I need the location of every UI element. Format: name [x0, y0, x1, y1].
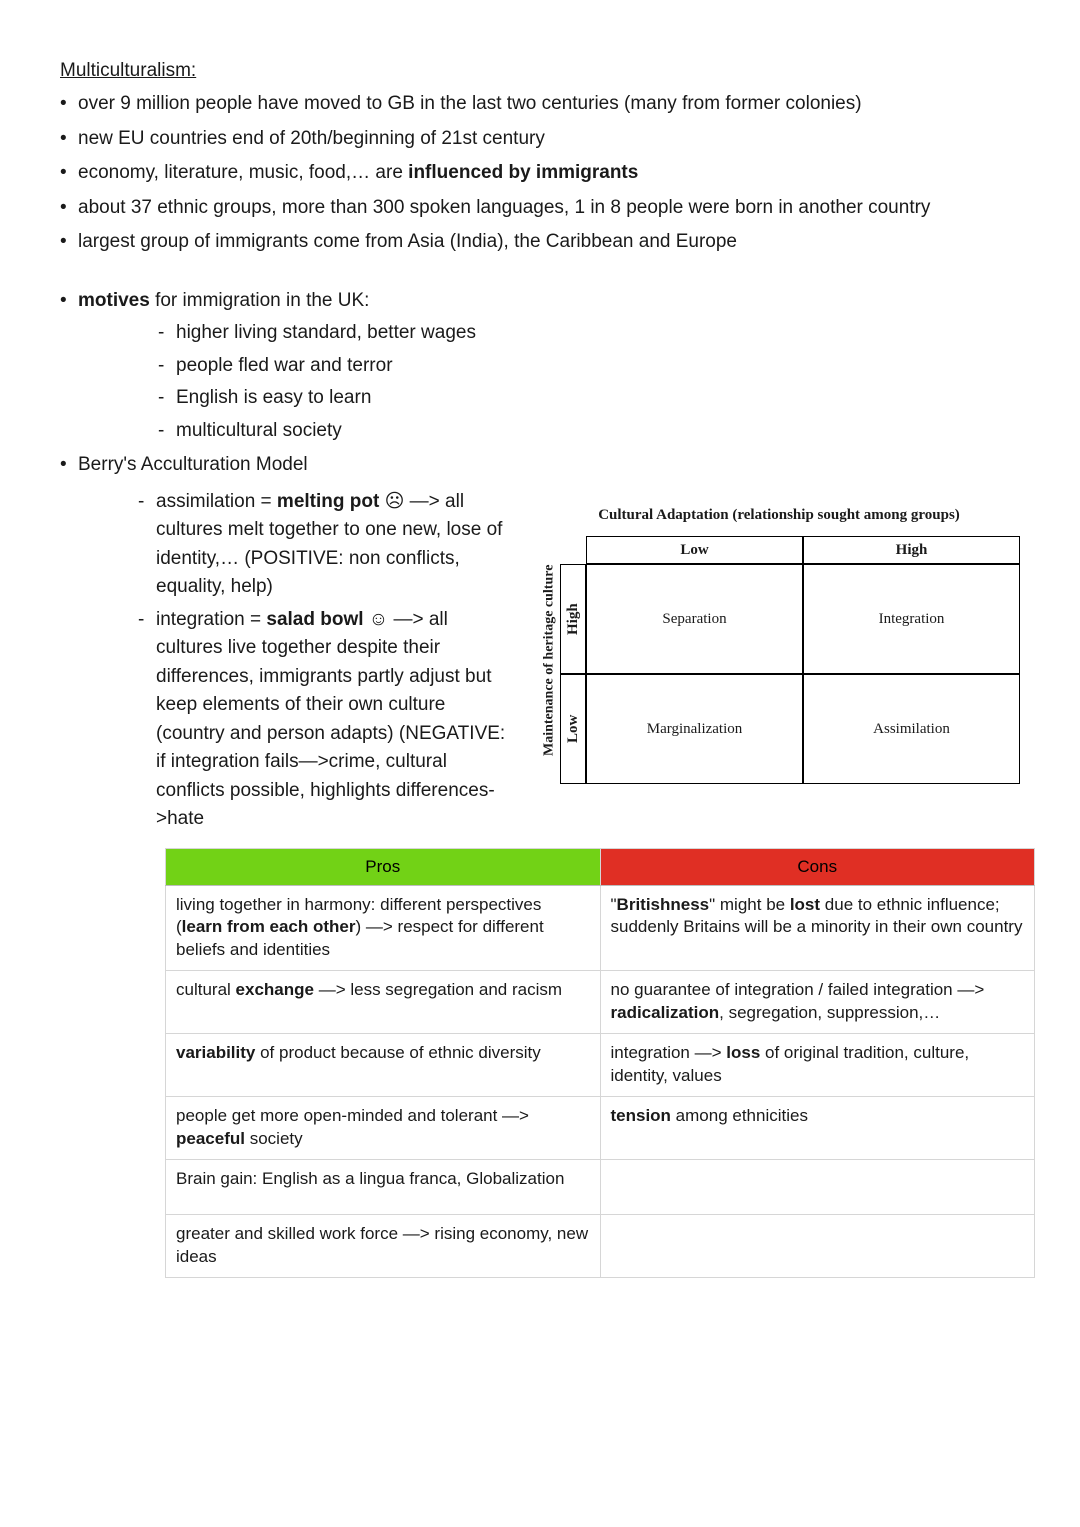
bullet-item: new EU countries end of 20th/beginning o… [60, 125, 1020, 154]
pros-cons-table: Pros Cons living together in harmony: di… [165, 848, 1035, 1278]
pros-cell: greater and skilled work force —> rising… [166, 1214, 601, 1277]
page-title: Multiculturalism: [60, 60, 1020, 82]
motives-label: motives for immigration in the UK: highe… [60, 287, 1020, 446]
berry-item: integration = salad bowl ☺ —> all cultur… [138, 606, 518, 834]
pros-cell: living together in harmony: different pe… [166, 885, 601, 971]
motives-item: English is easy to learn [158, 384, 1020, 413]
berry-item: assimilation = melting pot ☹ —> all cult… [138, 488, 518, 602]
cons-cell [600, 1214, 1035, 1277]
matrix-marginalization: Marginalization [586, 674, 803, 784]
cons-cell: tension among ethnicities [600, 1097, 1035, 1160]
table-row: people get more open-minded and tolerant… [166, 1097, 1035, 1160]
bullet-item: over 9 million people have moved to GB i… [60, 90, 1020, 119]
cons-cell: no guarantee of integration / failed int… [600, 971, 1035, 1034]
motives-item: multicultural society [158, 417, 1020, 446]
bullet-item: economy, literature, music, food,… are i… [60, 159, 1020, 188]
table-row: living together in harmony: different pe… [166, 885, 1035, 971]
pros-cell: cultural exchange —> less segregation an… [166, 971, 601, 1034]
bullet-item: about 37 ethnic groups, more than 300 sp… [60, 194, 1020, 223]
pros-cell: variability of product because of ethnic… [166, 1034, 601, 1097]
berry-label: Berry's Acculturation Model assimilation… [60, 451, 1020, 838]
pros-cell: people get more open-minded and tolerant… [166, 1097, 601, 1160]
bullet-item: largest group of immigrants come from As… [60, 228, 1020, 257]
motives-list: higher living standard, better wages peo… [78, 319, 1020, 445]
matrix-separation: Separation [586, 564, 803, 674]
matrix-row-high: High [560, 564, 586, 674]
table-row: greater and skilled work force —> rising… [166, 1214, 1035, 1277]
matrix-y-axis: Maintenance of heritage culture [538, 536, 560, 784]
motives-section: motives for immigration in the UK: highe… [60, 287, 1020, 838]
berry-list: assimilation = melting pot ☹ —> all cult… [78, 488, 518, 834]
motives-item: higher living standard, better wages [158, 319, 1020, 348]
table-row: variability of product because of ethnic… [166, 1034, 1035, 1097]
matrix-col-low: Low [586, 536, 803, 564]
table-row: Brain gain: English as a lingua franca, … [166, 1159, 1035, 1214]
table-row: cultural exchange —> less segregation an… [166, 971, 1035, 1034]
acculturation-matrix: Maintenance of heritage culture Low High… [538, 536, 1020, 784]
matrix-corner [560, 536, 586, 564]
cons-cell [600, 1159, 1035, 1214]
matrix-assimilation: Assimilation [803, 674, 1020, 784]
motives-item: people fled war and terror [158, 352, 1020, 381]
pros-cell: Brain gain: English as a lingua franca, … [166, 1159, 601, 1214]
top-bullets: over 9 million people have moved to GB i… [60, 90, 1020, 257]
matrix-container: Cultural Adaptation (relationship sought… [538, 484, 1020, 785]
matrix-col-high: High [803, 536, 1020, 564]
matrix-integration: Integration [803, 564, 1020, 674]
cons-cell: "Britishness" might be lost due to ethni… [600, 885, 1035, 971]
matrix-row-low: Low [560, 674, 586, 784]
cons-header: Cons [600, 848, 1035, 885]
cons-cell: integration —> loss of original traditio… [600, 1034, 1035, 1097]
matrix-title: Cultural Adaptation (relationship sought… [538, 504, 1020, 527]
pros-header: Pros [166, 848, 601, 885]
